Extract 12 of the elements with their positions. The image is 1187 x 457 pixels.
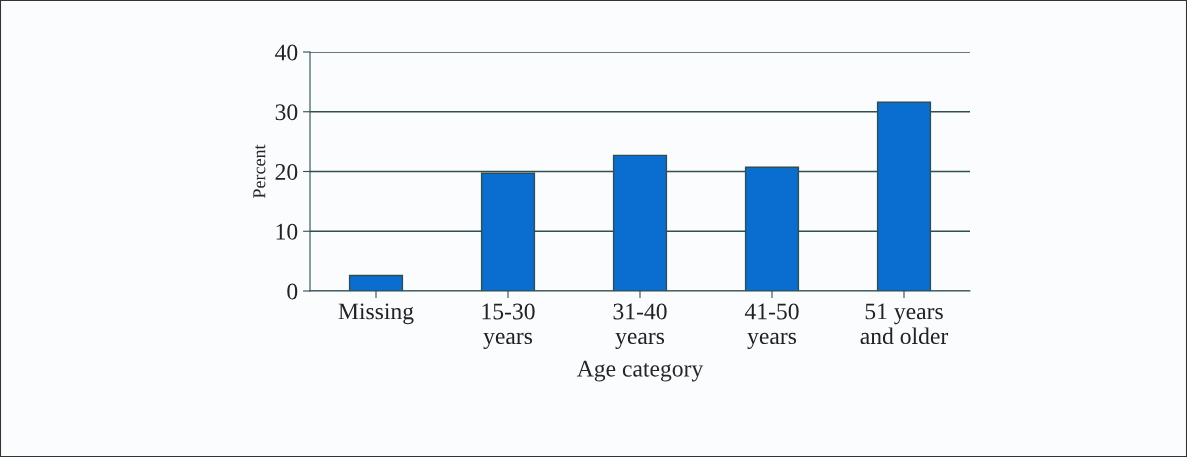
x-tick-label: 51 years and older bbox=[860, 303, 949, 345]
y-tick-label: 30 bbox=[275, 104, 298, 121]
x-tick-label: 41-50 years bbox=[744, 303, 799, 349]
x-tick-label: 15-30 years bbox=[482, 303, 535, 349]
y-tick-label: 40 bbox=[275, 44, 298, 61]
y-tick-label: 20 bbox=[275, 163, 298, 180]
y-tick-label: 10 bbox=[276, 223, 298, 240]
x-tick-label: 31-40 years bbox=[613, 303, 667, 349]
x-axis-title: Age category bbox=[576, 360, 704, 382]
y-tick-label: 0 bbox=[287, 283, 298, 300]
x-tick-label: Missing bbox=[338, 303, 414, 325]
y-axis-title: Percent bbox=[253, 144, 266, 199]
